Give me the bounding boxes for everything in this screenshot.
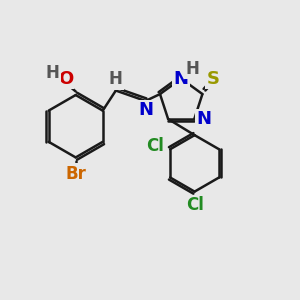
Text: S: S	[206, 70, 219, 88]
Text: N: N	[196, 110, 211, 128]
Text: N: N	[174, 70, 189, 88]
Text: Cl: Cl	[146, 137, 164, 155]
Text: N: N	[138, 101, 153, 119]
Text: H: H	[186, 60, 200, 78]
Text: Br: Br	[65, 165, 86, 183]
Text: O: O	[58, 70, 73, 88]
Text: H: H	[109, 70, 123, 88]
Text: Cl: Cl	[186, 196, 203, 214]
Text: H: H	[46, 64, 60, 82]
